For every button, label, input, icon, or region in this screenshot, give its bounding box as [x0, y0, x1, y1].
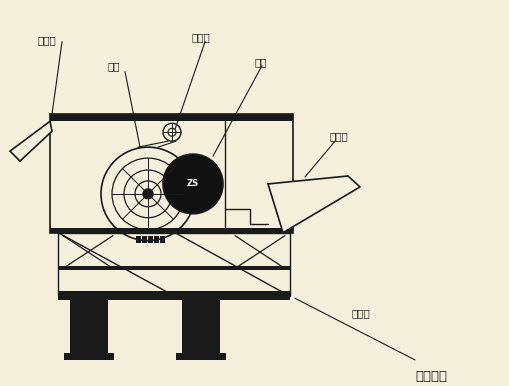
Bar [50, 114, 293, 121]
Text: 清水管: 清水管 [192, 32, 211, 42]
Text: 滚筒: 滚筒 [108, 62, 121, 72]
Bar [142, 235, 147, 242]
Text: 电磁: 电磁 [255, 58, 268, 68]
Bar [50, 114, 293, 233]
Circle shape [163, 154, 223, 214]
Text: 出矿口: 出矿口 [330, 131, 349, 141]
Bar [176, 353, 226, 360]
Bar [136, 235, 141, 242]
Polygon shape [10, 121, 52, 161]
Text: 送料口: 送料口 [38, 35, 56, 45]
Circle shape [143, 189, 153, 199]
Bar [50, 228, 293, 233]
Bar [64, 353, 114, 360]
Bar [160, 235, 165, 242]
Bar [58, 291, 290, 296]
Text: 顺流下选: 顺流下选 [415, 370, 447, 383]
Bar [148, 235, 153, 242]
Circle shape [168, 128, 176, 136]
Circle shape [163, 123, 181, 141]
Text: 尾矿口: 尾矿口 [352, 308, 371, 318]
Bar [58, 233, 290, 296]
Bar [182, 296, 220, 353]
Bar [70, 296, 108, 353]
Bar [58, 266, 290, 271]
Bar [58, 296, 290, 300]
Text: ZS: ZS [187, 179, 199, 188]
Bar [154, 235, 159, 242]
Polygon shape [268, 176, 360, 233]
Bar [58, 291, 290, 296]
